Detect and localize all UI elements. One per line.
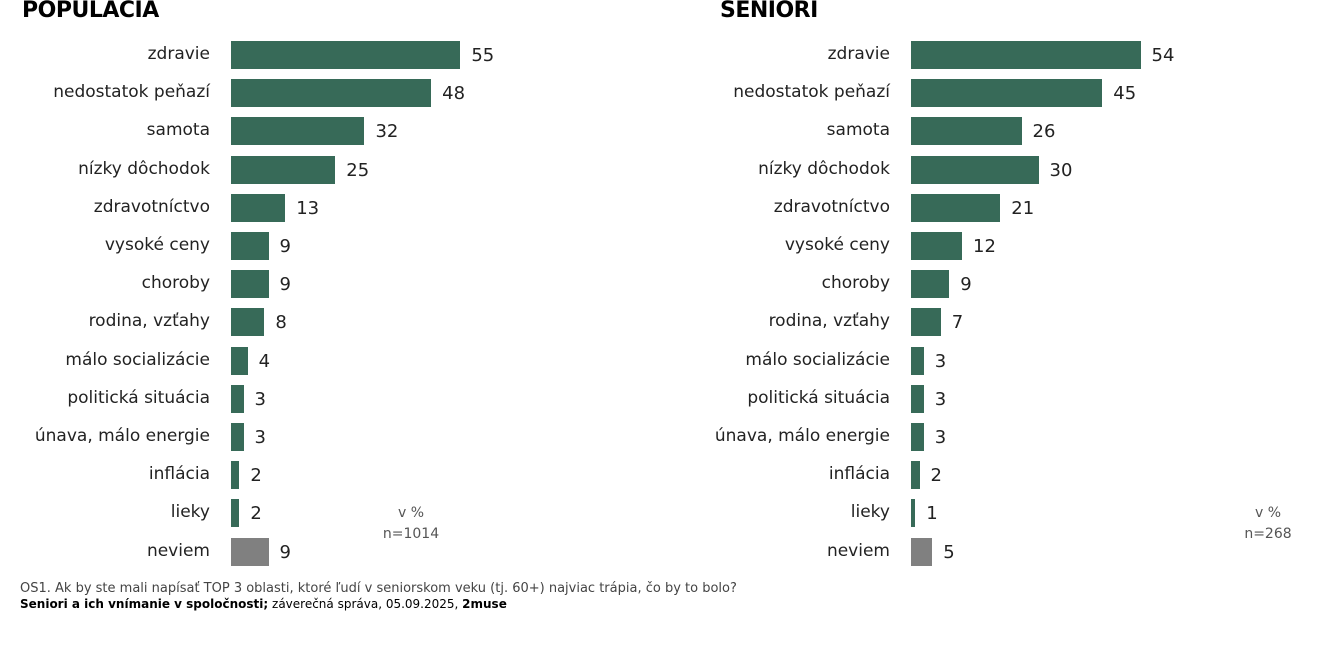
category-label: zdravotníctvo [93, 196, 210, 217]
bar [911, 232, 962, 260]
value-label: 54 [1151, 45, 1175, 66]
category-label: inflácia [148, 464, 210, 485]
value-label: 30 [1049, 159, 1073, 181]
value-label: 55 [471, 45, 495, 66]
value-label: 8 [275, 312, 287, 334]
value-label: 25 [346, 159, 370, 181]
category-label: zdravie [147, 44, 210, 64]
category-label: rodina, vzťahy [768, 311, 890, 332]
bar [911, 461, 920, 490]
bar [231, 384, 244, 413]
bar [911, 346, 924, 375]
sample-note: n=1014 [382, 526, 440, 542]
value-label: 9 [279, 541, 291, 563]
bar [911, 79, 1103, 108]
category-label: politická situácia [747, 387, 890, 408]
bar [231, 117, 365, 146]
value-label: 3 [254, 388, 266, 410]
category-label: rodina, vzťahy [88, 311, 210, 332]
value-label: 3 [934, 350, 947, 372]
value-label: 9 [279, 274, 291, 296]
value-label: 32 [375, 121, 399, 143]
value-label: 45 [1113, 83, 1137, 105]
value-label: 9 [960, 274, 972, 296]
value-label: 1 [926, 503, 938, 525]
bar [231, 346, 248, 375]
bar [911, 499, 916, 528]
category-label: neviem [146, 540, 210, 561]
bar [231, 308, 265, 337]
report-title: Seniori a ich vnímanie v spoločnosti; [20, 597, 269, 611]
bar [231, 499, 240, 528]
category-label: vysoké ceny [104, 235, 210, 255]
report-desc: záverečná správa, 05.09.2025, [268, 597, 463, 611]
category-label: málo socializácie [745, 349, 890, 370]
unit-note: v % [397, 505, 425, 521]
category-label: choroby [141, 273, 210, 294]
bar [911, 537, 933, 566]
bar [231, 232, 269, 260]
brand: 2muse [462, 597, 507, 611]
footer-source: Seniori a ich vnímanie v spoločnosti; zá… [20, 597, 507, 611]
category-label: lieky [170, 502, 210, 523]
category-label: nízky dôchodok [758, 158, 890, 179]
category-label: nízky dôchodok [78, 158, 210, 179]
value-label: 13 [296, 197, 320, 219]
category-label: zdravie [827, 44, 890, 64]
bar [231, 423, 244, 451]
category-label: inflácia [828, 464, 890, 485]
sample-note: n=268 [1244, 526, 1292, 542]
value-label: 5 [943, 541, 955, 563]
chart-title-seniori: SENIORI [720, 0, 818, 23]
bar [911, 270, 950, 299]
bar [231, 461, 240, 490]
value-label: 2 [250, 503, 262, 525]
category-label: vysoké ceny [784, 235, 890, 255]
unit-note: v % [1254, 505, 1282, 521]
value-label: 2 [930, 465, 942, 487]
bar [231, 155, 336, 184]
category-label: nedostatok peňazí [733, 82, 890, 103]
category-label: politická situácia [67, 387, 210, 408]
value-label: 48 [442, 83, 466, 105]
bar [911, 117, 1022, 146]
value-label: 7 [951, 312, 964, 334]
value-label: 2 [250, 465, 262, 487]
bar [911, 384, 924, 413]
value-label: 21 [1011, 197, 1035, 219]
category-label: choroby [821, 273, 890, 294]
bar [231, 537, 269, 566]
category-label: zdravotníctvo [773, 196, 890, 217]
bar [911, 423, 924, 451]
bar [231, 193, 286, 222]
value-label: 3 [254, 427, 266, 448]
category-label: únava, málo energie [714, 426, 890, 446]
bar [911, 155, 1039, 184]
value-label: 3 [934, 388, 947, 410]
bar [911, 308, 941, 337]
footer-question: OS1. Ak by ste mali napísať TOP 3 oblast… [20, 581, 737, 596]
bar [911, 41, 1141, 69]
category-label: nedostatok peňazí [53, 82, 210, 103]
category-label: neviem [826, 540, 890, 561]
value-label: 12 [973, 236, 996, 257]
category-label: samota [826, 120, 890, 141]
value-label: 26 [1032, 121, 1056, 143]
bar [231, 41, 461, 69]
chart-title-populacia: POPULÁCIA [22, 0, 159, 23]
category-label: samota [146, 120, 210, 141]
bar [231, 79, 432, 108]
value-label: 4 [258, 350, 271, 372]
category-label: málo socializácie [65, 349, 210, 370]
category-label: únava, málo energie [34, 426, 210, 446]
bar [911, 193, 1001, 222]
chart-seniori: zdravie 54 nedostatok peňazí 45 samota 26 nízk… [714, 41, 1175, 566]
value-label: 9 [279, 236, 291, 257]
bar [231, 270, 269, 299]
category-label: lieky [850, 502, 890, 523]
value-label: 3 [934, 427, 947, 448]
chart-populacia: zdravie 55 nedostatok peňazí 48 samota 32 nízk… [34, 41, 495, 566]
